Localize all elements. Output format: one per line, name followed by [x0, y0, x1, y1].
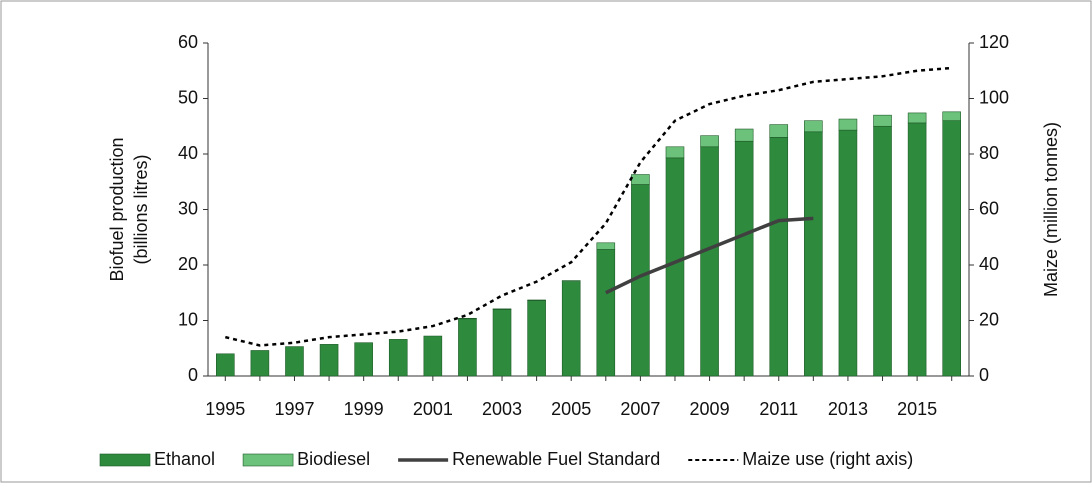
y2-tick-label: 120 [979, 32, 1009, 52]
y2-tick-label: 20 [979, 309, 999, 329]
x-tick-label: 2007 [620, 399, 660, 419]
bar [596, 242, 616, 250]
legend-label: Biodiesel [297, 449, 370, 469]
bar [216, 353, 235, 377]
bar [907, 122, 927, 377]
bar [492, 309, 512, 377]
y2-tick-label: 80 [979, 143, 999, 163]
y-tick-label: 60 [178, 32, 198, 52]
x-tick-label: 2015 [897, 399, 937, 419]
bar [700, 146, 719, 377]
y2-tick-label: 60 [979, 198, 999, 218]
bar [665, 146, 685, 159]
bar [838, 129, 858, 377]
legend-label: Renewable Fuel Standard [452, 449, 660, 469]
bar [561, 281, 581, 377]
legend-swatch [242, 453, 294, 467]
bar [769, 124, 789, 138]
line-series [225, 66, 952, 347]
x-tick-label: 1997 [274, 399, 314, 419]
y2-tick-label: 100 [979, 87, 1009, 107]
x-tick-label: 2003 [482, 399, 522, 419]
y-tick-label: 30 [178, 198, 198, 218]
x-tick-label: 1995 [205, 399, 245, 419]
bar [942, 120, 961, 377]
legend-label: Ethanol [154, 449, 215, 469]
bar [838, 118, 858, 131]
y-axis-label-line: (billions litres) [131, 154, 151, 264]
bar [354, 342, 373, 377]
y-tick-label: 10 [178, 309, 198, 329]
bar [458, 317, 477, 320]
legend-swatch [99, 453, 151, 467]
bar [804, 120, 823, 133]
y-axis-label-line: Biofuel production [107, 137, 127, 281]
bar [769, 137, 789, 377]
x-tick-label: 2005 [551, 399, 591, 419]
bar [319, 344, 339, 377]
bar [596, 249, 616, 377]
bar [285, 346, 304, 377]
bar [527, 300, 546, 377]
y-tick-label: 50 [178, 87, 198, 107]
y-axis-label: Biofuel production (billions litres) [107, 137, 151, 281]
bar [734, 140, 754, 377]
y2-axis-label: Maize (million tonnes) [1041, 122, 1061, 297]
bar [527, 299, 546, 301]
bar [665, 157, 685, 377]
x-tick-label: 2001 [413, 399, 453, 419]
bar [734, 128, 754, 142]
y2-tick-label: 0 [979, 365, 989, 385]
x-tick-label: 1999 [344, 399, 384, 419]
y2-tick-label: 40 [979, 254, 999, 274]
y-tick-label: 40 [178, 143, 198, 163]
bar [942, 111, 961, 121]
line-series [605, 216, 814, 295]
x-tick-label: 2009 [690, 399, 730, 419]
bar [458, 318, 477, 377]
bar [631, 174, 650, 185]
legend-label: Maize use (right axis) [742, 449, 913, 469]
bar [250, 350, 270, 377]
y-tick-label: 20 [178, 254, 198, 274]
bar [804, 131, 823, 377]
y-tick-label: 0 [188, 365, 198, 385]
bar [492, 308, 512, 310]
bar [388, 339, 408, 377]
bar [873, 114, 892, 127]
bar [907, 112, 927, 124]
bar [423, 335, 443, 377]
x-tick-label: 2011 [759, 399, 798, 419]
bar [873, 125, 892, 377]
x-tick-label: 2013 [828, 399, 868, 419]
bar [700, 135, 719, 148]
bar [561, 280, 581, 282]
